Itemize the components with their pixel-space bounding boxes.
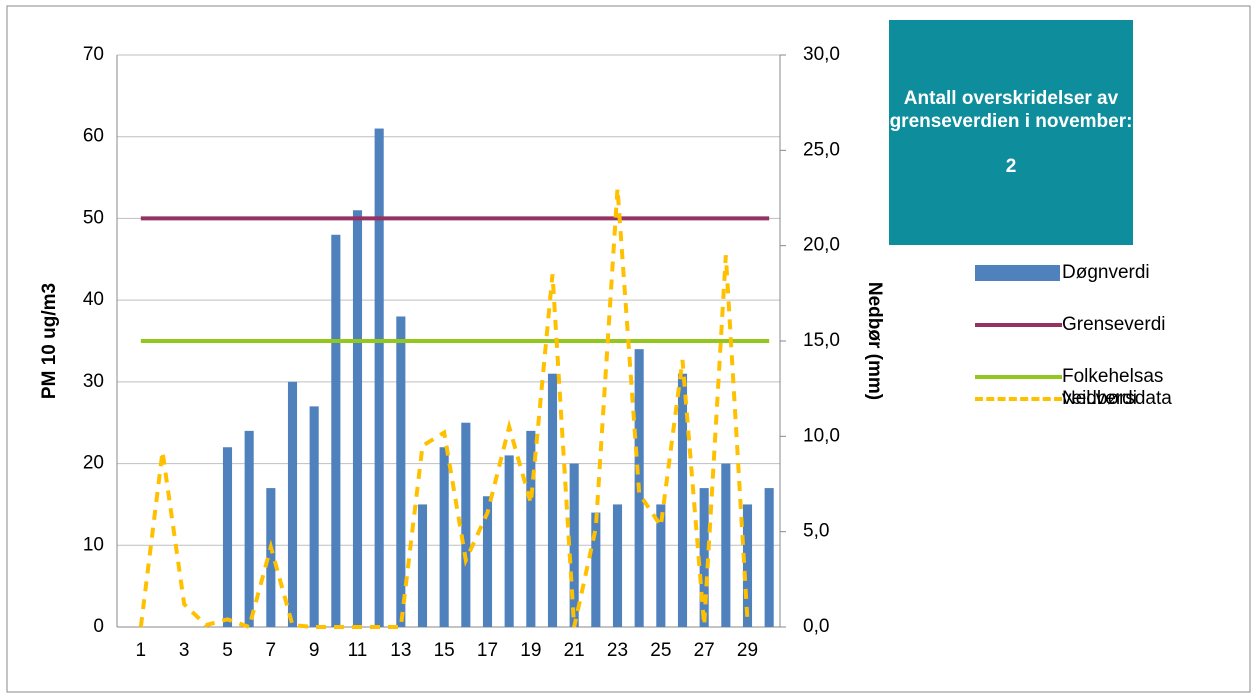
y-tick-label: 0 <box>93 616 104 637</box>
x-tick-label: 21 <box>564 640 585 661</box>
bar <box>374 128 384 628</box>
y-axis-title: PM 10 ug/m3 <box>39 283 60 399</box>
y2-tick-label: 25,0 <box>803 139 840 160</box>
bar <box>331 234 341 627</box>
legend-swatch <box>970 262 1062 284</box>
legend-entry: Grenseverdi <box>970 314 1230 366</box>
y2-tick-label: 20,0 <box>803 235 840 256</box>
bar <box>396 316 406 627</box>
x-tick-label: 19 <box>520 640 541 661</box>
legend-label: Nedbørsdata <box>1062 388 1172 409</box>
legend-entry: Døgnverdi <box>970 262 1230 314</box>
bar <box>547 373 558 627</box>
bar <box>222 447 233 627</box>
bar <box>699 488 709 627</box>
legend-swatch <box>970 388 1062 410</box>
x-tick-label: 15 <box>434 640 455 661</box>
legend-label: Grenseverdi <box>1062 314 1166 335</box>
bar <box>482 496 493 627</box>
bar <box>569 463 579 627</box>
bar <box>526 430 536 627</box>
y-tick-label: 50 <box>83 207 104 228</box>
bar <box>656 504 666 627</box>
x-tick-label: 3 <box>179 640 190 661</box>
bar <box>677 373 688 627</box>
bar <box>612 504 623 627</box>
x-tick-label: 27 <box>694 640 715 661</box>
legend-swatch <box>970 366 1062 388</box>
x-tick-label: 5 <box>222 640 233 661</box>
bar <box>591 512 601 627</box>
y-tick-label: 40 <box>83 289 104 310</box>
x-tick-label: 13 <box>390 640 411 661</box>
annotation-box: Antall overskridelser av grenseverdien i… <box>889 20 1133 245</box>
y2-tick-label: 30,0 <box>803 44 840 65</box>
bar <box>287 381 298 627</box>
legend: Døgnverdi Grenseverdi Folkehelsas veil.ver… <box>970 262 1230 440</box>
y2-axis-title: Nedbør (mm) <box>864 282 885 400</box>
bar <box>352 210 363 627</box>
bar <box>266 488 276 627</box>
bar <box>721 463 731 627</box>
annotation-value: 2 <box>1005 156 1017 177</box>
legend-entry: Nedbørsdata <box>970 388 1230 440</box>
legend-swatch <box>970 314 1062 336</box>
x-tick-label: 11 <box>348 640 368 661</box>
x-tick-label: 1 <box>136 640 147 661</box>
x-tick-label: 9 <box>309 640 320 661</box>
y2-tick-label: 5,0 <box>803 521 829 542</box>
bar <box>417 504 428 627</box>
y2-tick-label: 15,0 <box>803 330 840 351</box>
line-series <box>138 188 750 630</box>
x-tick-label: 29 <box>737 640 758 661</box>
bar <box>742 504 753 627</box>
x-tick-label: 17 <box>477 640 498 661</box>
bar <box>244 430 254 627</box>
annotation-text: Antall overskridelser av grenseverdien i… <box>889 88 1133 132</box>
bar <box>504 455 514 627</box>
legend-label: Døgnverdi <box>1062 262 1150 283</box>
chart-border <box>6 5 1251 693</box>
legend-entry: Folkehelsas veil.verdi <box>970 366 1230 418</box>
x-tick-label: 7 <box>266 640 277 661</box>
bar <box>309 406 319 627</box>
x-tick-label: 23 <box>607 640 628 661</box>
y-tick-label: 60 <box>83 126 104 147</box>
y2-tick-label: 0,0 <box>803 616 829 637</box>
y-tick-label: 70 <box>83 44 104 65</box>
y-tick-label: 10 <box>83 534 104 555</box>
y-tick-label: 20 <box>83 453 104 474</box>
bar <box>461 422 471 627</box>
bar <box>439 447 449 627</box>
y-tick-label: 30 <box>83 371 104 392</box>
x-tick-label: 25 <box>650 640 671 661</box>
y2-tick-label: 10,0 <box>803 425 840 446</box>
bar <box>764 488 774 627</box>
legend-label: Folkehelsas veil.verdi <box>1062 366 1164 409</box>
